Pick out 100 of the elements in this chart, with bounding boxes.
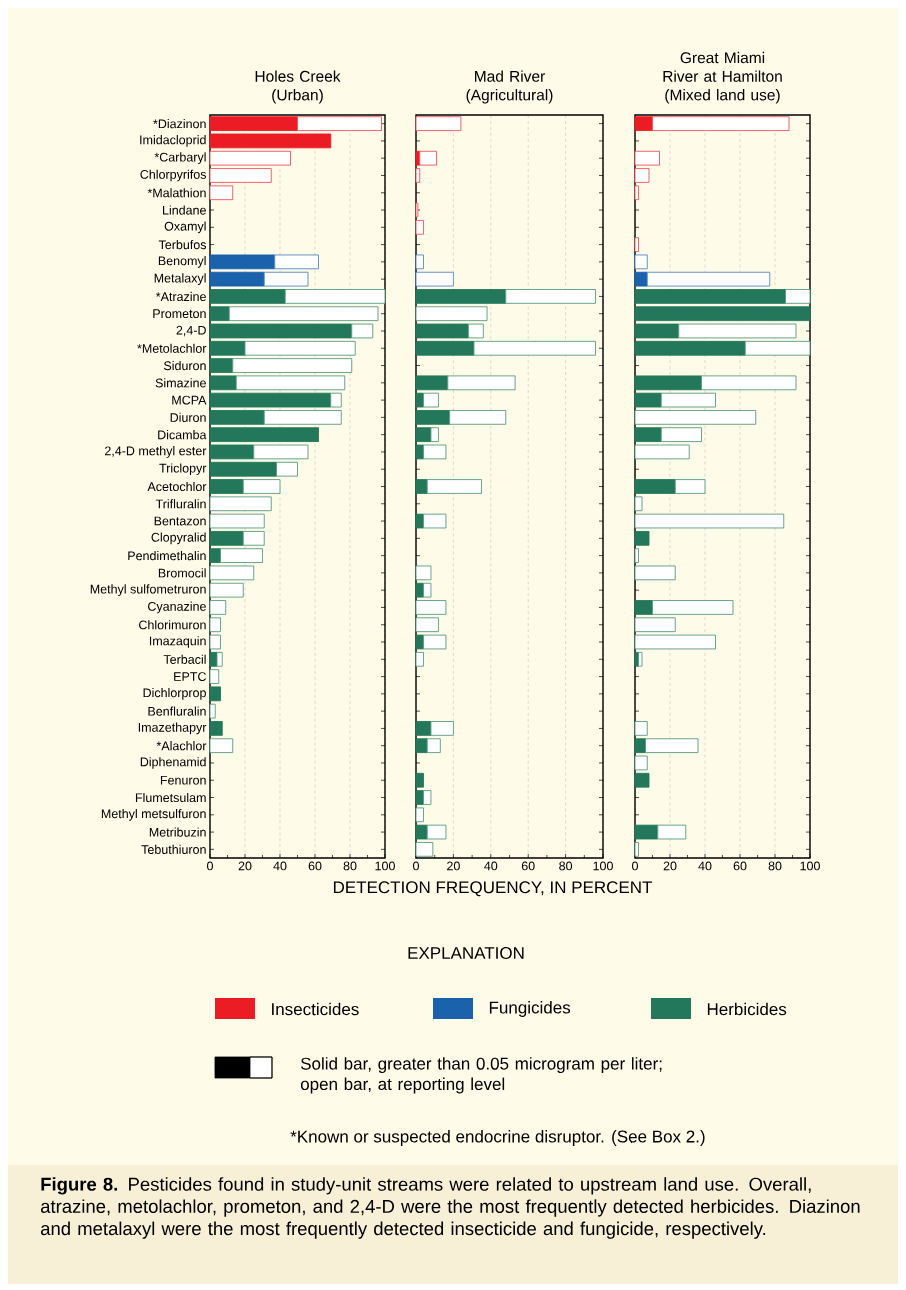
bar [415,617,439,633]
bar [744,340,811,356]
bar [634,150,660,166]
legend-label: Fungicides [489,1001,571,1017]
bar [415,634,424,650]
bar [242,530,265,546]
bar [209,703,216,719]
bar [430,721,454,736]
bar [209,254,276,270]
y-tick-label: Trifluralin [155,499,206,509]
chart-title: Great Miami River at Hamilton (Mixed land use) [663,51,782,104]
x-tick-label: 40 [698,861,712,871]
y-tick-label: Metribuzin [149,827,206,837]
bar [415,410,451,425]
bar [209,392,332,408]
bar [634,392,662,408]
bar [209,496,272,512]
bar [415,807,424,823]
bar [415,289,507,304]
bar [209,358,234,373]
bar [209,479,244,494]
y-tick-label: *Diazinon [153,119,206,129]
bar [415,513,424,529]
bar [244,340,356,356]
bar [415,824,428,840]
bar [415,790,424,805]
bar [419,150,438,166]
x-tick-label: 0 [413,861,419,871]
bar [415,582,424,598]
bar [209,513,265,529]
bar [678,323,797,339]
bar [209,185,234,201]
x-tick-label: 60 [521,861,535,871]
bar [634,185,639,201]
bar [209,340,246,356]
bar [426,824,447,840]
bar [209,306,230,322]
y-tick-label: Pendimethalin [128,551,206,561]
bar [263,410,342,425]
x-tick-label: 60 [308,861,322,871]
y-tick-label: Benfluralin [148,706,206,716]
bar [209,617,221,633]
bar [657,824,687,840]
bar [253,444,309,460]
bar [423,392,439,408]
bar [634,254,648,270]
y-tick-label: Clopyralid [151,532,206,545]
x-tick-label: 40 [484,861,498,871]
bar [447,375,516,391]
y-tick-label: Siduron [163,360,206,371]
bar [652,600,734,615]
bar [634,289,786,304]
y-tick-label: *Metolachlor [137,343,207,353]
bar [646,271,771,287]
bar [505,289,596,304]
x-tick-label: 0 [207,861,213,871]
y-tick-label: Chlorimuron [139,620,206,630]
bar [415,427,432,443]
bar [209,721,223,736]
bar [209,669,220,684]
bar [209,150,291,166]
bar [209,548,221,563]
bar [423,444,447,460]
bar [660,427,702,443]
bar [638,651,643,667]
bar [415,271,454,287]
bar [634,721,648,736]
bar [634,842,639,857]
y-tick-label: Bentazon [154,516,206,526]
y-tick-label: Benomyl [158,256,206,268]
bar [415,375,449,391]
bar [415,219,424,235]
bar [228,306,379,322]
bar [634,479,676,494]
bar [209,738,234,754]
bar [263,271,309,287]
bar [209,116,298,131]
text: *Known or suspected endocrine disruptor. (See Box 2.) [290,1130,705,1146]
y-tick-label: 2,4-D methyl ester [104,446,207,458]
bar [209,410,265,425]
bar [634,427,662,443]
x-tick-label: 80 [343,861,357,871]
y-tick-label: MCPA [172,395,207,405]
y-tick-label: Dicamba [158,430,207,440]
bar [415,392,424,408]
bar [634,375,702,391]
bar [701,375,797,391]
y-tick-label: *Carbaryl [154,152,206,165]
bar [209,565,255,581]
y-tick-label: Methyl metsulfuron [101,808,206,821]
bar [209,271,265,287]
y-tick-label: Flumetsulam [135,792,206,803]
bar [209,582,244,598]
y-tick-label: Bromocil [158,568,206,578]
y-tick-label: Imazaquin [149,636,206,648]
x-tick-label: 20 [238,861,252,871]
bar [634,116,653,131]
bar [209,686,221,702]
bar [330,392,342,408]
x-tick-label: 100 [375,861,395,871]
